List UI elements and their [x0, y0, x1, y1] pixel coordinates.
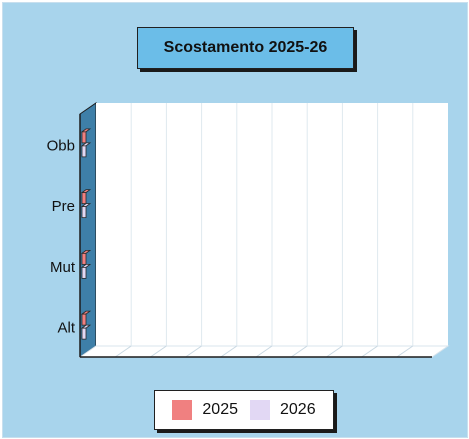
floor-gridline [361, 345, 378, 358]
legend-item-2026: 2026 [250, 400, 316, 420]
floor-gridline [150, 345, 167, 358]
legend-swatch-2025 [172, 400, 193, 420]
bar [81, 206, 87, 219]
floor-gridline [290, 345, 308, 358]
legend-label-2026: 2026 [280, 401, 316, 418]
floor-gridline [185, 345, 202, 358]
bar [81, 145, 87, 158]
bars [80, 128, 92, 340]
bar [81, 313, 87, 326]
category-label: Obb [47, 137, 75, 154]
chart-title: Scostamento 2025-26 [137, 27, 354, 69]
category-labels: Obb Pre Mut Alt [47, 137, 76, 336]
category-label: Pre [52, 198, 75, 215]
category-label: Alt [57, 320, 75, 337]
bar [81, 266, 87, 279]
category-label: Mut [50, 259, 76, 276]
legend-label-2025: 2025 [202, 401, 238, 418]
floor-gridline [220, 345, 238, 358]
bar [81, 192, 87, 205]
floor-gridline [326, 345, 343, 358]
plot-walls [78, 102, 450, 358]
floor-gridline [114, 345, 132, 358]
bar [81, 131, 87, 144]
chart-title-text: Scostamento 2025-26 [163, 39, 328, 56]
legend-swatch-2026 [250, 400, 270, 420]
gridlines [114, 103, 414, 358]
bar [81, 252, 87, 265]
bar [81, 327, 87, 340]
legend-item-2025: 2025 [172, 400, 238, 420]
legend: 2025 2026 [154, 390, 334, 430]
floor-gridline [255, 345, 273, 358]
floor-gridline [396, 345, 414, 358]
